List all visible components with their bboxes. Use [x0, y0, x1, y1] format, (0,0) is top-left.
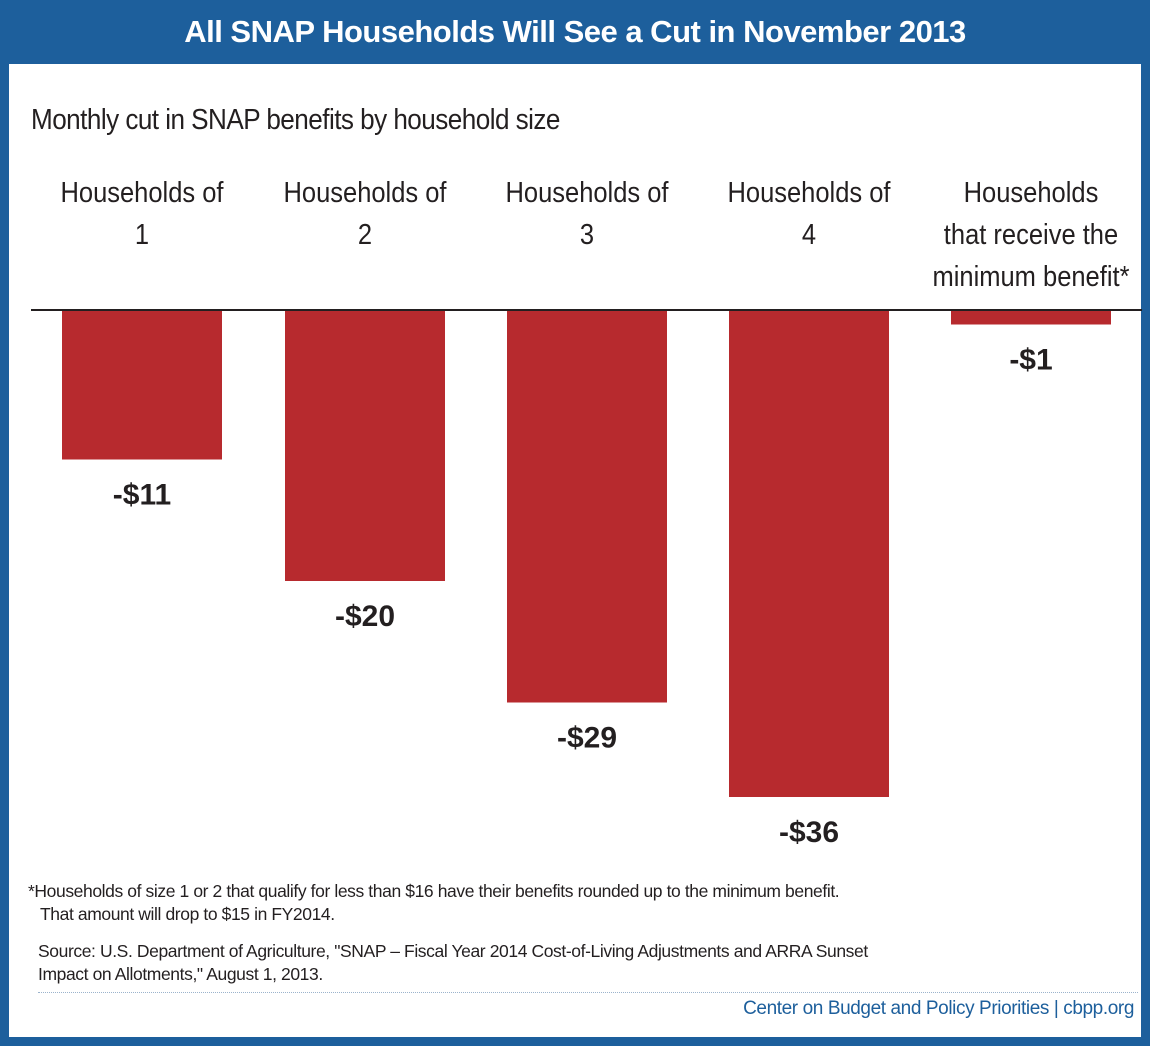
divider — [38, 992, 1138, 993]
value-label: -$11 — [113, 479, 171, 512]
value-label: -$36 — [779, 816, 839, 849]
bar — [729, 311, 889, 797]
chart-subtitle: Monthly cut in SNAP benefits by househol… — [31, 104, 560, 136]
value-label: -$20 — [335, 600, 395, 633]
category-label: Households of 3 — [505, 175, 668, 250]
bar — [951, 311, 1111, 325]
chart-title-text: All SNAP Households Will See a Cut in No… — [184, 14, 966, 49]
bar — [507, 311, 667, 703]
category-label: Households of 4 — [727, 175, 890, 250]
value-label: -$29 — [557, 722, 617, 755]
credit-line: Center on Budget and Policy Priorities |… — [743, 998, 1134, 1019]
category-label: Households of 2 — [283, 175, 446, 250]
source-line-2: Impact on Allotments," August 1, 2013. — [38, 964, 323, 984]
category-label: Households that receive the minimum benefi… — [932, 175, 1129, 292]
footnote-line-1: *Households of size 1 or 2 that qualify … — [28, 881, 840, 901]
value-label: -$1 — [1009, 344, 1052, 377]
bar — [285, 311, 445, 581]
footnote-line-2: That amount will drop to $15 in FY2014. — [40, 904, 335, 924]
source-line-1: Source: U.S. Department of Agriculture, … — [38, 941, 868, 961]
bar-chart: Households of 1 Households of 2 Households o… — [31, 175, 1142, 849]
footnote: *Households of size 1 or 2 that qualify … — [28, 880, 1128, 926]
chart-title: All SNAP Households Will See a Cut in No… — [0, 0, 1150, 64]
source-note: Source: U.S. Department of Agriculture, … — [38, 940, 1118, 986]
bar — [62, 311, 222, 460]
category-label: Households of 1 — [60, 175, 223, 250]
